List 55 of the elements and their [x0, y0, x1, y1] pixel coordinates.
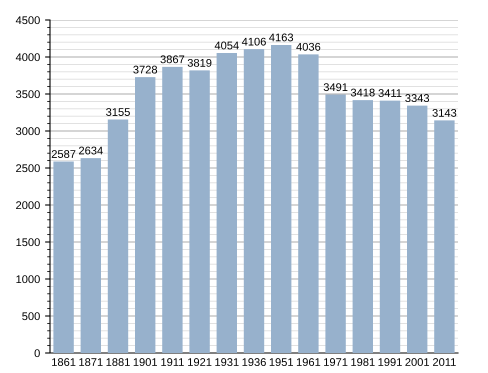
bar	[162, 66, 183, 353]
x-tick-label: 1961	[296, 358, 320, 366]
bar	[407, 106, 428, 353]
x-tick-label: 1991	[378, 358, 402, 366]
bar	[135, 77, 156, 353]
x-tick-label: 2011	[433, 358, 456, 366]
bar	[380, 100, 400, 353]
x-tick-label: 1871	[79, 358, 103, 366]
x-tick-label: 1881	[106, 358, 130, 366]
bar	[108, 120, 128, 353]
x-tick-label: 1911	[161, 358, 184, 366]
bar	[80, 158, 101, 353]
y-tick-label: 3000	[16, 127, 40, 136]
data-label: 2634	[79, 146, 103, 154]
bar	[189, 70, 210, 353]
bar	[216, 53, 237, 353]
data-label: 3867	[160, 55, 184, 64]
bar	[244, 49, 264, 353]
x-tick-label: 1901	[134, 358, 158, 366]
x-tick-label: 1951	[270, 358, 294, 366]
y-tick-label: 4000	[16, 53, 40, 62]
y-tick-label: 2000	[16, 201, 40, 210]
data-label: 3143	[432, 108, 456, 117]
bar	[271, 44, 292, 353]
x-tick-label: 1921	[188, 358, 212, 366]
data-label: 3728	[133, 66, 158, 74]
data-label: 4036	[296, 42, 320, 51]
data-label: 2587	[52, 150, 76, 158]
bar	[298, 54, 319, 353]
x-tick-label: 2001	[405, 358, 430, 366]
data-label: 4163	[269, 33, 294, 42]
x-tick-label: 1936	[242, 358, 266, 366]
y-tick-label: 1000	[16, 275, 40, 284]
data-label: 3418	[350, 88, 375, 96]
data-label: 4106	[242, 38, 266, 46]
bar	[434, 120, 455, 353]
x-tick-label: 1981	[351, 358, 375, 366]
bar	[325, 94, 346, 353]
bar	[53, 162, 74, 353]
y-tick-label: 4500	[16, 16, 40, 24]
y-tick-label: 2500	[16, 164, 40, 172]
data-label: 3819	[188, 58, 212, 67]
data-label: 4054	[214, 42, 239, 50]
x-tick-label: 1861	[52, 358, 76, 366]
y-tick-label: 0	[34, 349, 40, 358]
data-label: 3491	[324, 83, 348, 92]
data-label: 3411	[378, 89, 402, 97]
x-tick-label: 1971	[324, 358, 348, 366]
data-label: 3343	[405, 94, 430, 102]
bar	[352, 100, 373, 353]
y-tick-label: 3500	[16, 90, 40, 98]
y-tick-label: 500	[22, 312, 40, 320]
data-label: 3155	[106, 108, 130, 116]
y-tick-label: 1500	[16, 238, 40, 246]
x-tick-label: 1931	[215, 358, 239, 366]
